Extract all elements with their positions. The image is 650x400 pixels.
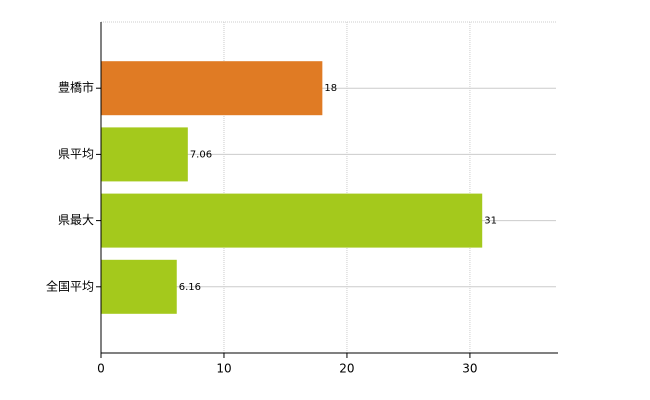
y-tick-label: 豊橋市 (58, 80, 94, 95)
value-label: 6.16 (179, 282, 201, 293)
x-tick-label: 10 (216, 362, 231, 376)
x-tick-label: 30 (462, 362, 477, 376)
x-tick-label: 0 (97, 362, 105, 376)
x-tick-label: 20 (339, 362, 354, 376)
bar (101, 127, 188, 182)
y-tick-label: 県最大 (58, 213, 94, 227)
bar (101, 259, 177, 314)
y-tick-label: 全国平均 (46, 278, 94, 293)
value-label: 18 (324, 83, 337, 94)
value-label: 7.06 (190, 149, 212, 160)
bar (101, 61, 323, 116)
bar (101, 193, 483, 248)
y-tick-label: 県平均 (58, 147, 94, 161)
value-label: 31 (484, 216, 497, 227)
